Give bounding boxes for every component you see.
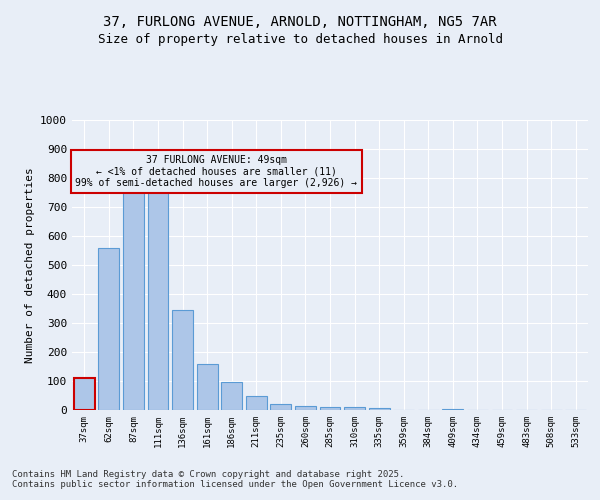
- Bar: [123, 181, 144, 410]
- Bar: [368, 408, 389, 410]
- Text: Contains HM Land Registry data © Crown copyright and database right 2025.: Contains HM Land Registry data © Crown c…: [12, 470, 404, 479]
- Bar: [271, 404, 292, 410]
- Bar: [442, 408, 463, 410]
- Bar: [320, 406, 340, 410]
- Bar: [74, 378, 95, 410]
- Text: 37, FURLONG AVENUE, ARNOLD, NOTTINGHAM, NG5 7AR: 37, FURLONG AVENUE, ARNOLD, NOTTINGHAM, …: [103, 15, 497, 29]
- Y-axis label: Number of detached properties: Number of detached properties: [25, 167, 35, 363]
- Bar: [172, 310, 193, 410]
- Bar: [221, 382, 242, 410]
- Text: 37 FURLONG AVENUE: 49sqm
← <1% of detached houses are smaller (11)
99% of semi-d: 37 FURLONG AVENUE: 49sqm ← <1% of detach…: [76, 155, 358, 188]
- Bar: [197, 364, 218, 410]
- Bar: [295, 406, 316, 410]
- Bar: [148, 185, 169, 410]
- Text: Contains public sector information licensed under the Open Government Licence v3: Contains public sector information licen…: [12, 480, 458, 489]
- Bar: [344, 407, 365, 410]
- Bar: [98, 248, 119, 410]
- Text: Size of property relative to detached houses in Arnold: Size of property relative to detached ho…: [97, 32, 503, 46]
- Bar: [246, 396, 267, 410]
